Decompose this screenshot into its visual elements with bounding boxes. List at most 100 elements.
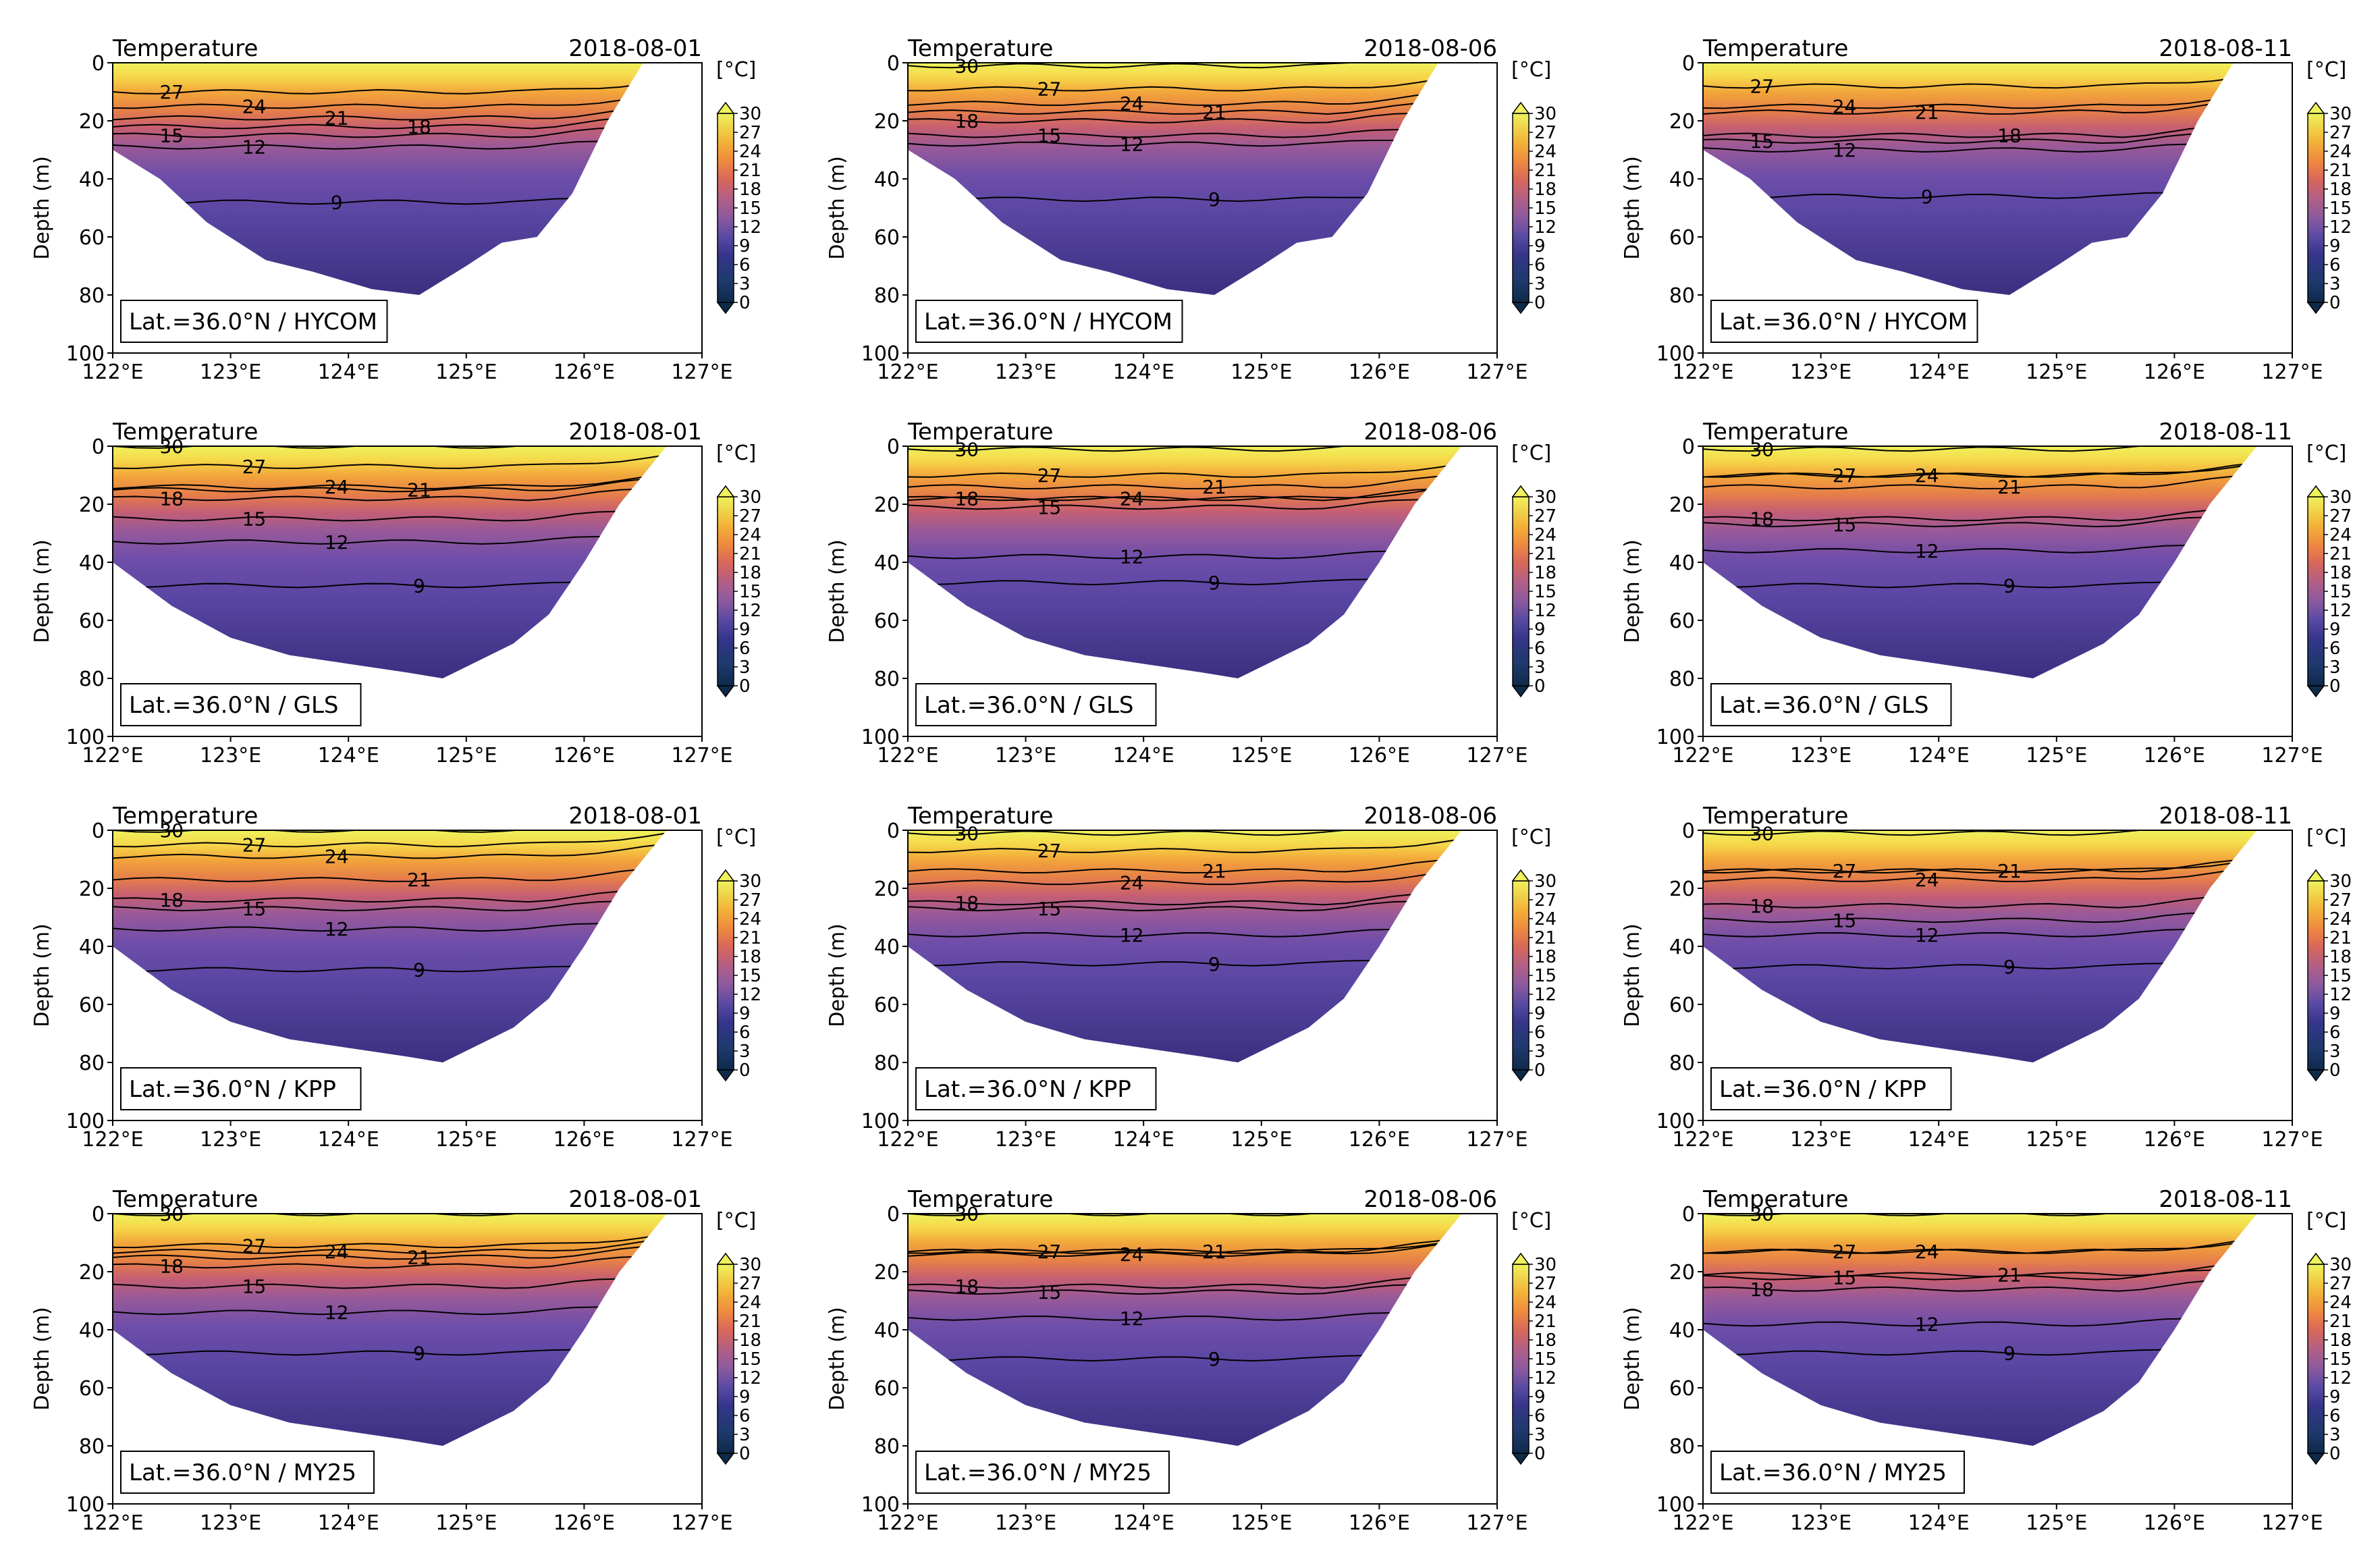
contour-line-21: [908, 475, 1462, 490]
panel-date: 2018-08-06: [1363, 35, 1497, 62]
colorbar-tick-label: 6: [1534, 1406, 1546, 1426]
scheme-label: Lat.=36.0°N / HYCOM: [1719, 308, 1968, 335]
x-tick-label: 127°E: [1466, 360, 1527, 384]
contour-line-18: [113, 1256, 667, 1269]
colorbar-tick-label: 24: [2329, 525, 2352, 545]
y-tick-label: 0: [887, 819, 900, 843]
colorbar-tick-label: 15: [1534, 966, 1557, 986]
contour-label-9: 9: [2003, 956, 2016, 978]
contour-label-27: 27: [1037, 78, 1062, 101]
x-tick-label: 125°E: [1230, 1128, 1292, 1152]
colorbar-tick-label: 30: [1534, 1255, 1557, 1275]
colorbar-tick-label: 12: [1534, 985, 1557, 1005]
colorbar-tick-label: 21: [1534, 161, 1557, 181]
contour-line-15: [908, 1282, 1462, 1295]
colorbar-tick-label: 12: [739, 217, 761, 238]
contour-label-21: 21: [407, 479, 431, 502]
colorbar-tick-label: 9: [2329, 1004, 2341, 1024]
y-tick-label: 0: [1682, 52, 1695, 76]
contour-label-30: 30: [1750, 822, 1774, 844]
colorbar-tick-label: 21: [2329, 1312, 2352, 1332]
colorbar-units: [°C]: [716, 826, 756, 849]
x-tick-label: 125°E: [435, 744, 497, 767]
colorbar-tick-label: 3: [1534, 1042, 1546, 1062]
scheme-label: Lat.=36.0°N / GLS: [924, 692, 1133, 719]
colorbar-tick-label: 24: [1534, 525, 1557, 545]
contour-label-18: 18: [407, 116, 431, 138]
colorbar-tick-label: 12: [2329, 601, 2352, 621]
y-axis-label: Depth (m): [826, 1307, 849, 1411]
y-tick-label: 60: [79, 1377, 105, 1401]
colorbar-tick-label: 21: [2329, 928, 2352, 948]
axes-frame: [1702, 1213, 2293, 1505]
colorbar-bar: [717, 496, 734, 686]
colorbar-tick-label: 27: [2329, 506, 2352, 526]
contour-line-18: [908, 488, 1462, 502]
scheme-label: Lat.=36.0°N / GLS: [1719, 692, 1928, 719]
colorbar-tick-label: 12: [739, 601, 761, 621]
colorbar-extend-bottom: [2306, 685, 2325, 698]
colorbar-tick-label: 6: [2329, 1406, 2341, 1426]
x-tick-label: 125°E: [2026, 1511, 2087, 1535]
contour-line-12: [908, 1308, 1462, 1321]
contour-label-21: 21: [1997, 1264, 2022, 1286]
colorbar-tick-label: 24: [2329, 909, 2352, 929]
colorbar-extend-bottom: [1511, 1069, 1530, 1082]
x-tick-label: 124°E: [1113, 360, 1174, 384]
contour-line-12: [908, 136, 1438, 147]
colorbar-tick-label: 27: [739, 890, 761, 911]
colorbar-tick-label: 21: [739, 1312, 761, 1332]
panel-title: Temperature: [1702, 418, 1848, 446]
y-tick-label: 60: [79, 610, 105, 633]
contour-label-18: 18: [954, 487, 979, 510]
y-tick-label: 60: [1669, 994, 1695, 1017]
y-tick-label: 40: [874, 551, 900, 575]
contour-line-27: [908, 838, 1462, 853]
colorbar-units: [°C]: [2306, 441, 2346, 465]
colorbar-extend-bottom: [1511, 302, 1530, 315]
y-tick-label: 40: [79, 1319, 105, 1343]
contour-line-15: [1703, 911, 2257, 923]
colorbar-tick-label: 9: [739, 620, 751, 640]
colorbar-tick-label: 9: [2329, 620, 2341, 640]
y-tick-label: 0: [1682, 435, 1695, 459]
colorbar-tick-label: 15: [739, 966, 761, 986]
temperature-field: [1703, 830, 2257, 1062]
panel-title: Temperature: [1702, 1186, 1848, 1213]
y-tick-label: 20: [79, 878, 105, 901]
colorbar-tick-label: 12: [739, 1368, 761, 1388]
colorbar-tick-label: 21: [739, 928, 761, 948]
contour-line-15: [113, 899, 667, 912]
y-tick-label: 100: [861, 1110, 900, 1133]
contour-line-15: [908, 128, 1438, 138]
x-tick-label: 127°E: [1466, 1128, 1527, 1152]
contour-label-27: 27: [1037, 464, 1062, 487]
axes-frame: [112, 62, 703, 354]
contour-line-12: [113, 919, 667, 932]
y-tick-label: 0: [92, 52, 105, 76]
panel-date: 2018-08-11: [2159, 803, 2292, 830]
contour-line-24: [113, 843, 667, 859]
contour-line-21: [113, 477, 667, 493]
colorbar-tick-label: 6: [1534, 1023, 1546, 1043]
contour-label-15: 15: [1037, 125, 1062, 147]
contour-line-9: [1703, 188, 2234, 199]
panel-title: Temperature: [907, 418, 1053, 446]
contour-label-27: 27: [242, 456, 267, 478]
colorbar-units: [°C]: [1511, 441, 1551, 465]
colorbar-tick-label: 18: [739, 1330, 761, 1351]
contour-label-15: 15: [159, 125, 184, 147]
axes-frame: [1702, 446, 2293, 737]
colorbar-extend-top: [1511, 485, 1530, 497]
colorbar-extend-bottom: [1511, 1453, 1530, 1465]
colorbar-extend-top: [716, 1252, 735, 1265]
contour-label-27: 27: [1833, 860, 1857, 882]
colorbar-extend-bottom: [716, 1069, 735, 1082]
x-tick-label: 124°E: [1908, 1511, 1970, 1535]
